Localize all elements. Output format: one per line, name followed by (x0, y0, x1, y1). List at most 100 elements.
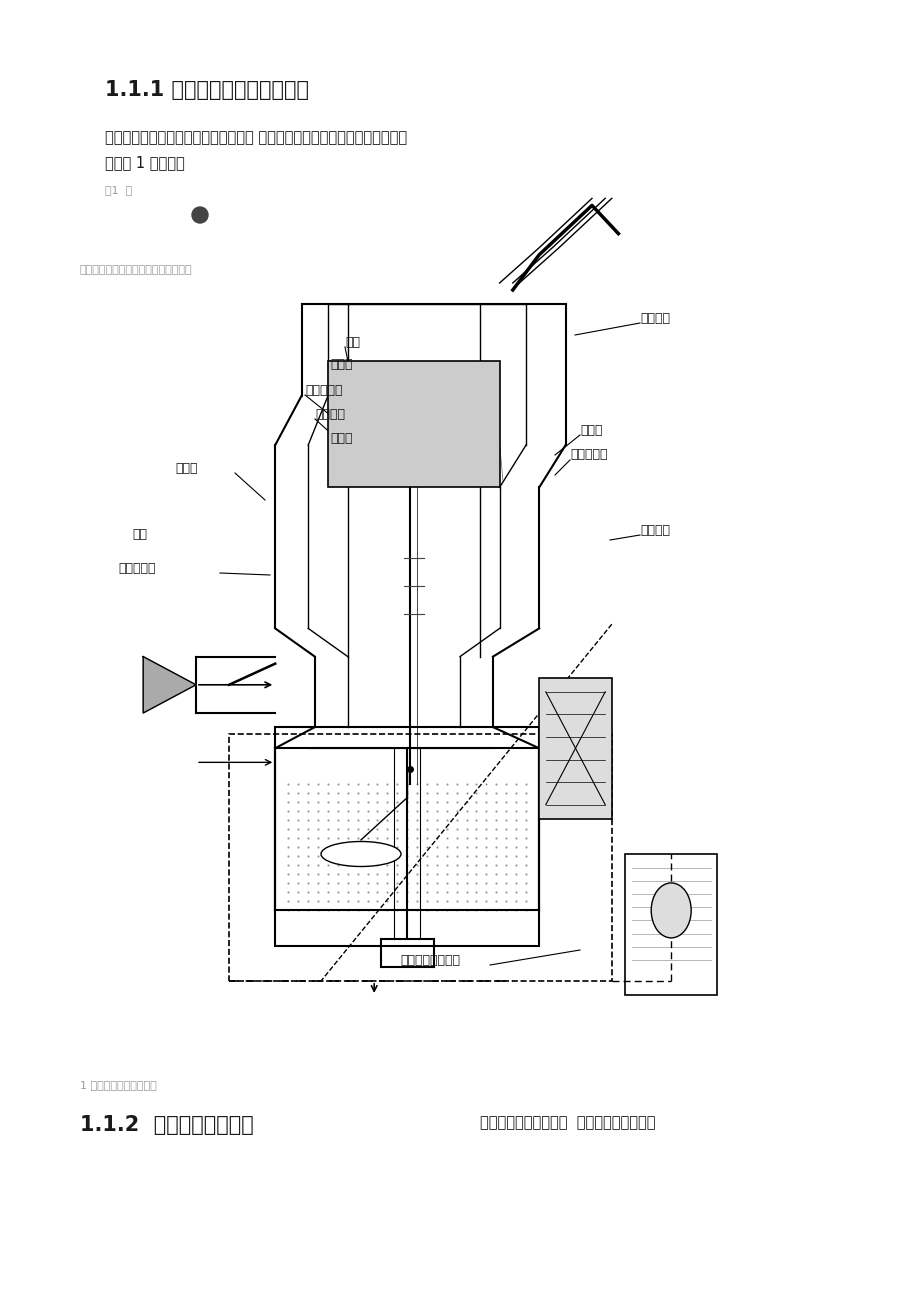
Point (390, 891, 404, 911)
Point (469, 836, 483, 857)
Point (400, 881, 414, 902)
Circle shape (192, 207, 208, 223)
Point (390, 872, 404, 893)
Text: 摩托车化油器的优缺点和未来发展方向: 摩托车化油器的优缺点和未来发展方向 (80, 266, 192, 275)
Point (488, 900, 503, 921)
Bar (275, 749, 539, 945)
Point (321, 783, 335, 803)
Point (321, 801, 335, 822)
Text: 主空气量孔: 主空气量孔 (305, 384, 342, 397)
Point (508, 783, 523, 803)
Point (301, 881, 315, 902)
Text: 主油针: 主油针 (579, 423, 602, 436)
Point (390, 792, 404, 812)
Point (419, 845, 434, 866)
Point (360, 773, 375, 794)
Point (429, 819, 444, 840)
Point (390, 845, 404, 866)
Point (518, 845, 533, 866)
Point (448, 783, 463, 803)
Point (290, 828, 305, 849)
Text: 主喷管: 主喷管 (330, 358, 352, 371)
Bar (229, 734, 611, 980)
Point (498, 845, 513, 866)
Point (448, 900, 463, 921)
Point (340, 819, 355, 840)
Point (311, 773, 325, 794)
Point (439, 854, 454, 875)
Point (459, 828, 473, 849)
Point (290, 863, 305, 884)
Text: 页1  第: 页1 第 (105, 185, 132, 195)
Point (419, 828, 434, 849)
Point (390, 773, 404, 794)
Point (330, 773, 345, 794)
Point (429, 881, 444, 902)
Point (439, 783, 454, 803)
Point (390, 801, 404, 822)
Point (321, 792, 335, 812)
Point (488, 891, 503, 911)
Polygon shape (143, 656, 196, 713)
Point (439, 828, 454, 849)
Point (301, 819, 315, 840)
Point (508, 863, 523, 884)
Point (360, 828, 375, 849)
Point (380, 845, 394, 866)
Point (330, 891, 345, 911)
Point (301, 891, 315, 911)
Ellipse shape (651, 883, 690, 937)
Point (350, 891, 365, 911)
Point (508, 819, 523, 840)
Point (479, 828, 494, 849)
Point (301, 854, 315, 875)
Point (380, 783, 394, 803)
Point (311, 792, 325, 812)
Point (321, 836, 335, 857)
Point (369, 810, 384, 831)
Point (390, 854, 404, 875)
Point (301, 845, 315, 866)
Point (369, 891, 384, 911)
Point (518, 854, 533, 875)
Text: 柱塞: 柱塞 (345, 336, 359, 349)
Point (498, 881, 513, 902)
Point (479, 810, 494, 831)
Point (369, 900, 384, 921)
Point (409, 872, 424, 893)
Point (498, 801, 513, 822)
Point (429, 801, 444, 822)
Point (498, 819, 513, 840)
Point (508, 881, 523, 902)
Point (469, 792, 483, 812)
Point (409, 854, 424, 875)
Point (390, 810, 404, 831)
Point (488, 828, 503, 849)
Point (488, 810, 503, 831)
Point (360, 845, 375, 866)
Point (369, 801, 384, 822)
Point (498, 900, 513, 921)
Text: 1.1.2  化油器的工作原理: 1.1.2 化油器的工作原理 (80, 1115, 254, 1135)
Point (409, 810, 424, 831)
Point (479, 783, 494, 803)
Point (429, 891, 444, 911)
Point (360, 819, 375, 840)
Text: 1 柱塞式化油器结构图图: 1 柱塞式化油器结构图图 (80, 1079, 156, 1090)
Point (448, 891, 463, 911)
Point (439, 792, 454, 812)
Point (400, 810, 414, 831)
Point (380, 819, 394, 840)
Point (469, 845, 483, 866)
Point (419, 891, 434, 911)
Point (340, 773, 355, 794)
Point (459, 845, 473, 866)
Text: 主空气量孔: 主空气量孔 (118, 561, 155, 574)
Point (311, 891, 325, 911)
Point (360, 900, 375, 921)
Point (498, 836, 513, 857)
Point (479, 819, 494, 840)
Text: 油门拉线: 油门拉线 (640, 311, 669, 324)
Point (498, 810, 513, 831)
Point (518, 828, 533, 849)
